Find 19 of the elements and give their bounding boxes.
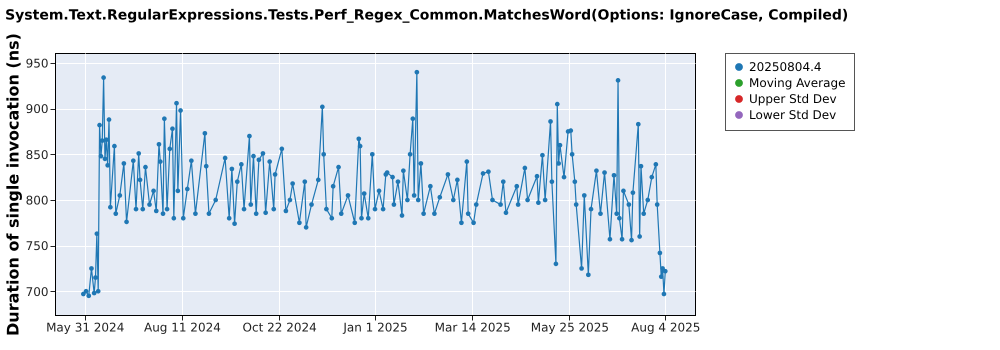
x-tick-label: May 31 2024 [46, 320, 124, 334]
y-tick-label: 750 [26, 239, 48, 254]
x-tick-label: Mar 14 2025 [434, 320, 511, 334]
legend-label: Moving Average [749, 76, 846, 90]
y-tick-label: 800 [26, 193, 48, 208]
y-tick-label: 700 [26, 284, 48, 299]
legend-label: Upper Std Dev [749, 92, 837, 106]
x-tick-label: Oct 22 2024 [242, 320, 317, 334]
x-tick-label: Jan 1 2025 [342, 320, 408, 334]
chart-title: System.Text.RegularExpressions.Tests.Perf_Regex_Common.MatchesWord(Options: IgnoreCase, Compiled) [5, 8, 848, 24]
legend-label: 20250804.4 [749, 60, 822, 74]
y-tick-label: 900 [26, 102, 48, 116]
legend-label: Lower Std Dev [749, 108, 836, 122]
y-tick-label: 950 [26, 56, 48, 71]
y-axis-title: Duration of single invocation (ns) [4, 33, 23, 336]
y-tick-label: 850 [26, 148, 48, 162]
x-tick-label: Aug 4 2025 [631, 320, 700, 334]
x-tick-label: Aug 11 2024 [144, 320, 221, 334]
x-tick-label: May 25 2025 [530, 320, 610, 334]
